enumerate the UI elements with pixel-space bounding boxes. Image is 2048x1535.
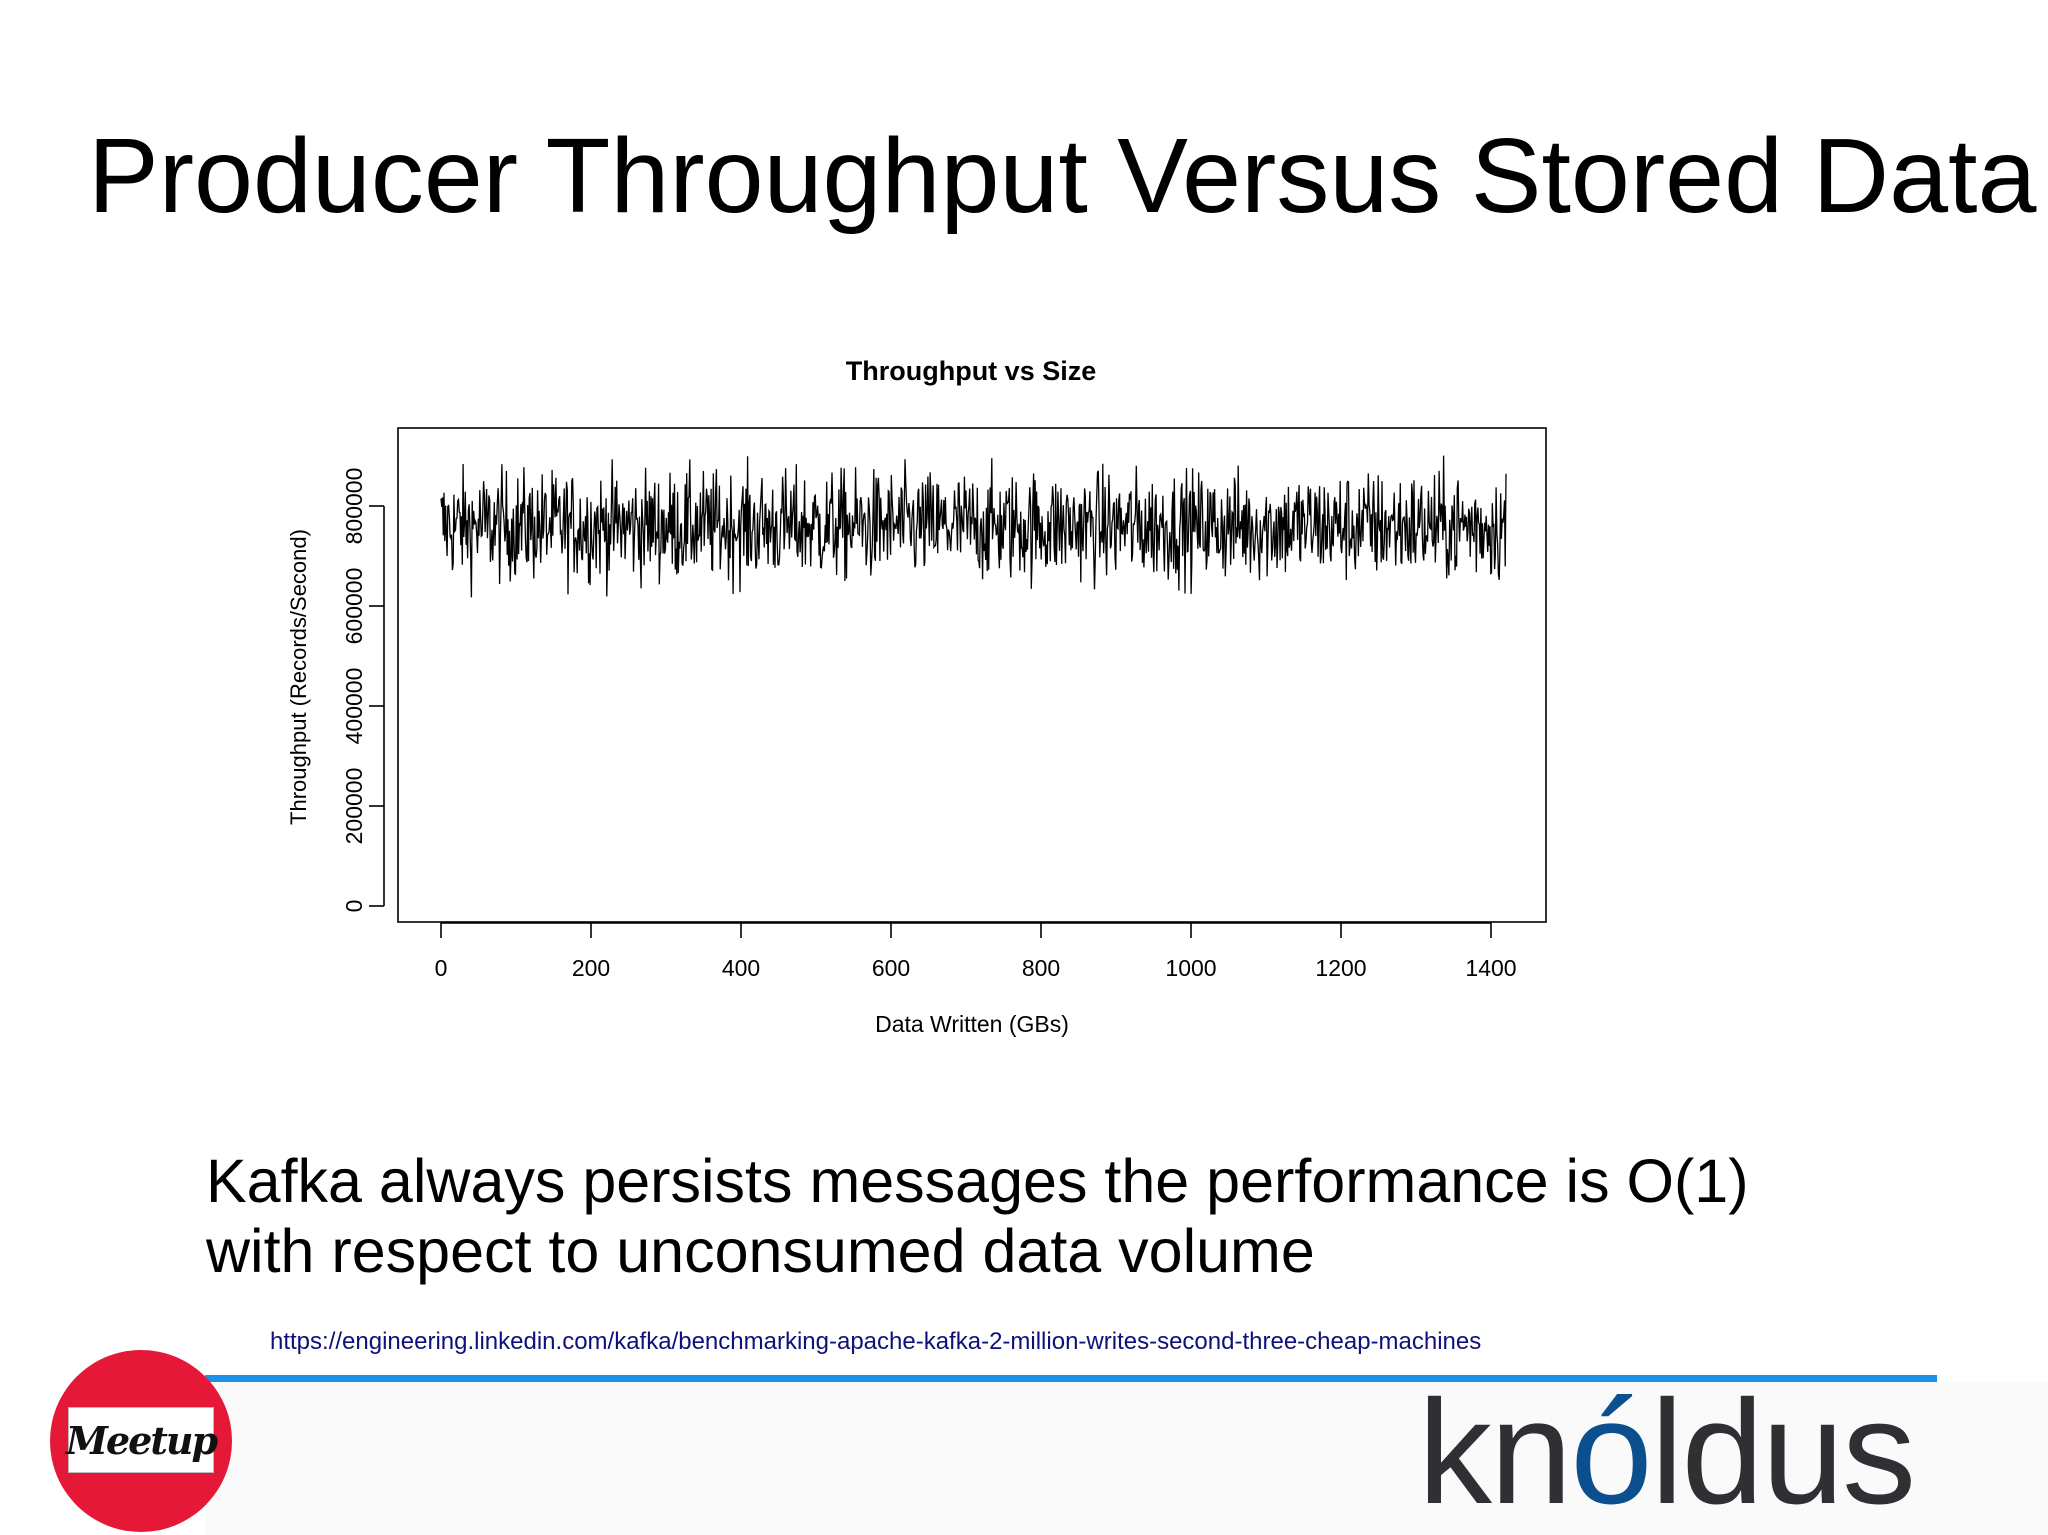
plot-frame [397, 427, 1547, 923]
source-link[interactable]: https://engineering.linkedin.com/kafka/b… [270, 1328, 1482, 1355]
x-tick-label: 1400 [1465, 955, 1516, 981]
y-tick-label: 200000 [341, 768, 367, 845]
y-tick-label: 0 [341, 900, 367, 913]
x-tick-label: 600 [872, 955, 910, 981]
x-tick-label: 400 [722, 955, 760, 981]
x-tick-label: 0 [435, 955, 448, 981]
meetup-logo: Meetup [50, 1350, 232, 1532]
knoldus-logo-suffix: ldus [1650, 1370, 1917, 1535]
body-line-2: with respect to unconsumed data volume [206, 1217, 1315, 1285]
body-text: Kafka always persists messages the perfo… [206, 1146, 1749, 1286]
meetup-logo-text: Meetup [65, 1417, 218, 1463]
y-tick-label: 800000 [341, 468, 367, 545]
y-axis: 0 200000 400000 600000 800000 [341, 468, 385, 913]
y-tick-label: 400000 [341, 668, 367, 745]
y-tick-label: 600000 [341, 568, 367, 645]
x-axis: 0 200 400 600 800 1000 1200 1400 [435, 922, 1517, 981]
knoldus-logo-prefix: kn [1418, 1370, 1572, 1535]
body-line-1: Kafka always persists messages the perfo… [206, 1147, 1749, 1215]
chart-title: Throughput vs Size [846, 356, 1097, 386]
throughput-chart: Throughput vs Size 0 200 400 600 800 1000 1200… [286, 356, 1547, 1037]
throughput-series-line [440, 455, 1507, 598]
y-axis-label: Throughput (Records/Second) [286, 529, 311, 825]
x-tick-label: 1000 [1165, 955, 1216, 981]
data-series [440, 455, 1507, 598]
knoldus-logo-accent: ó [1570, 1370, 1652, 1535]
meetup-logo-box: Meetup [65, 1407, 218, 1473]
x-tick-label: 200 [572, 955, 610, 981]
page-title: Producer Throughput Versus Stored Data [88, 117, 2037, 235]
footer-band [205, 1382, 2048, 1535]
x-tick-label: 800 [1022, 955, 1060, 981]
divider-line [205, 1375, 1937, 1382]
x-axis-label: Data Written (GBs) [875, 1011, 1069, 1037]
x-tick-label: 1200 [1315, 955, 1366, 981]
knoldus-logo: knóldus [1418, 1378, 1916, 1528]
